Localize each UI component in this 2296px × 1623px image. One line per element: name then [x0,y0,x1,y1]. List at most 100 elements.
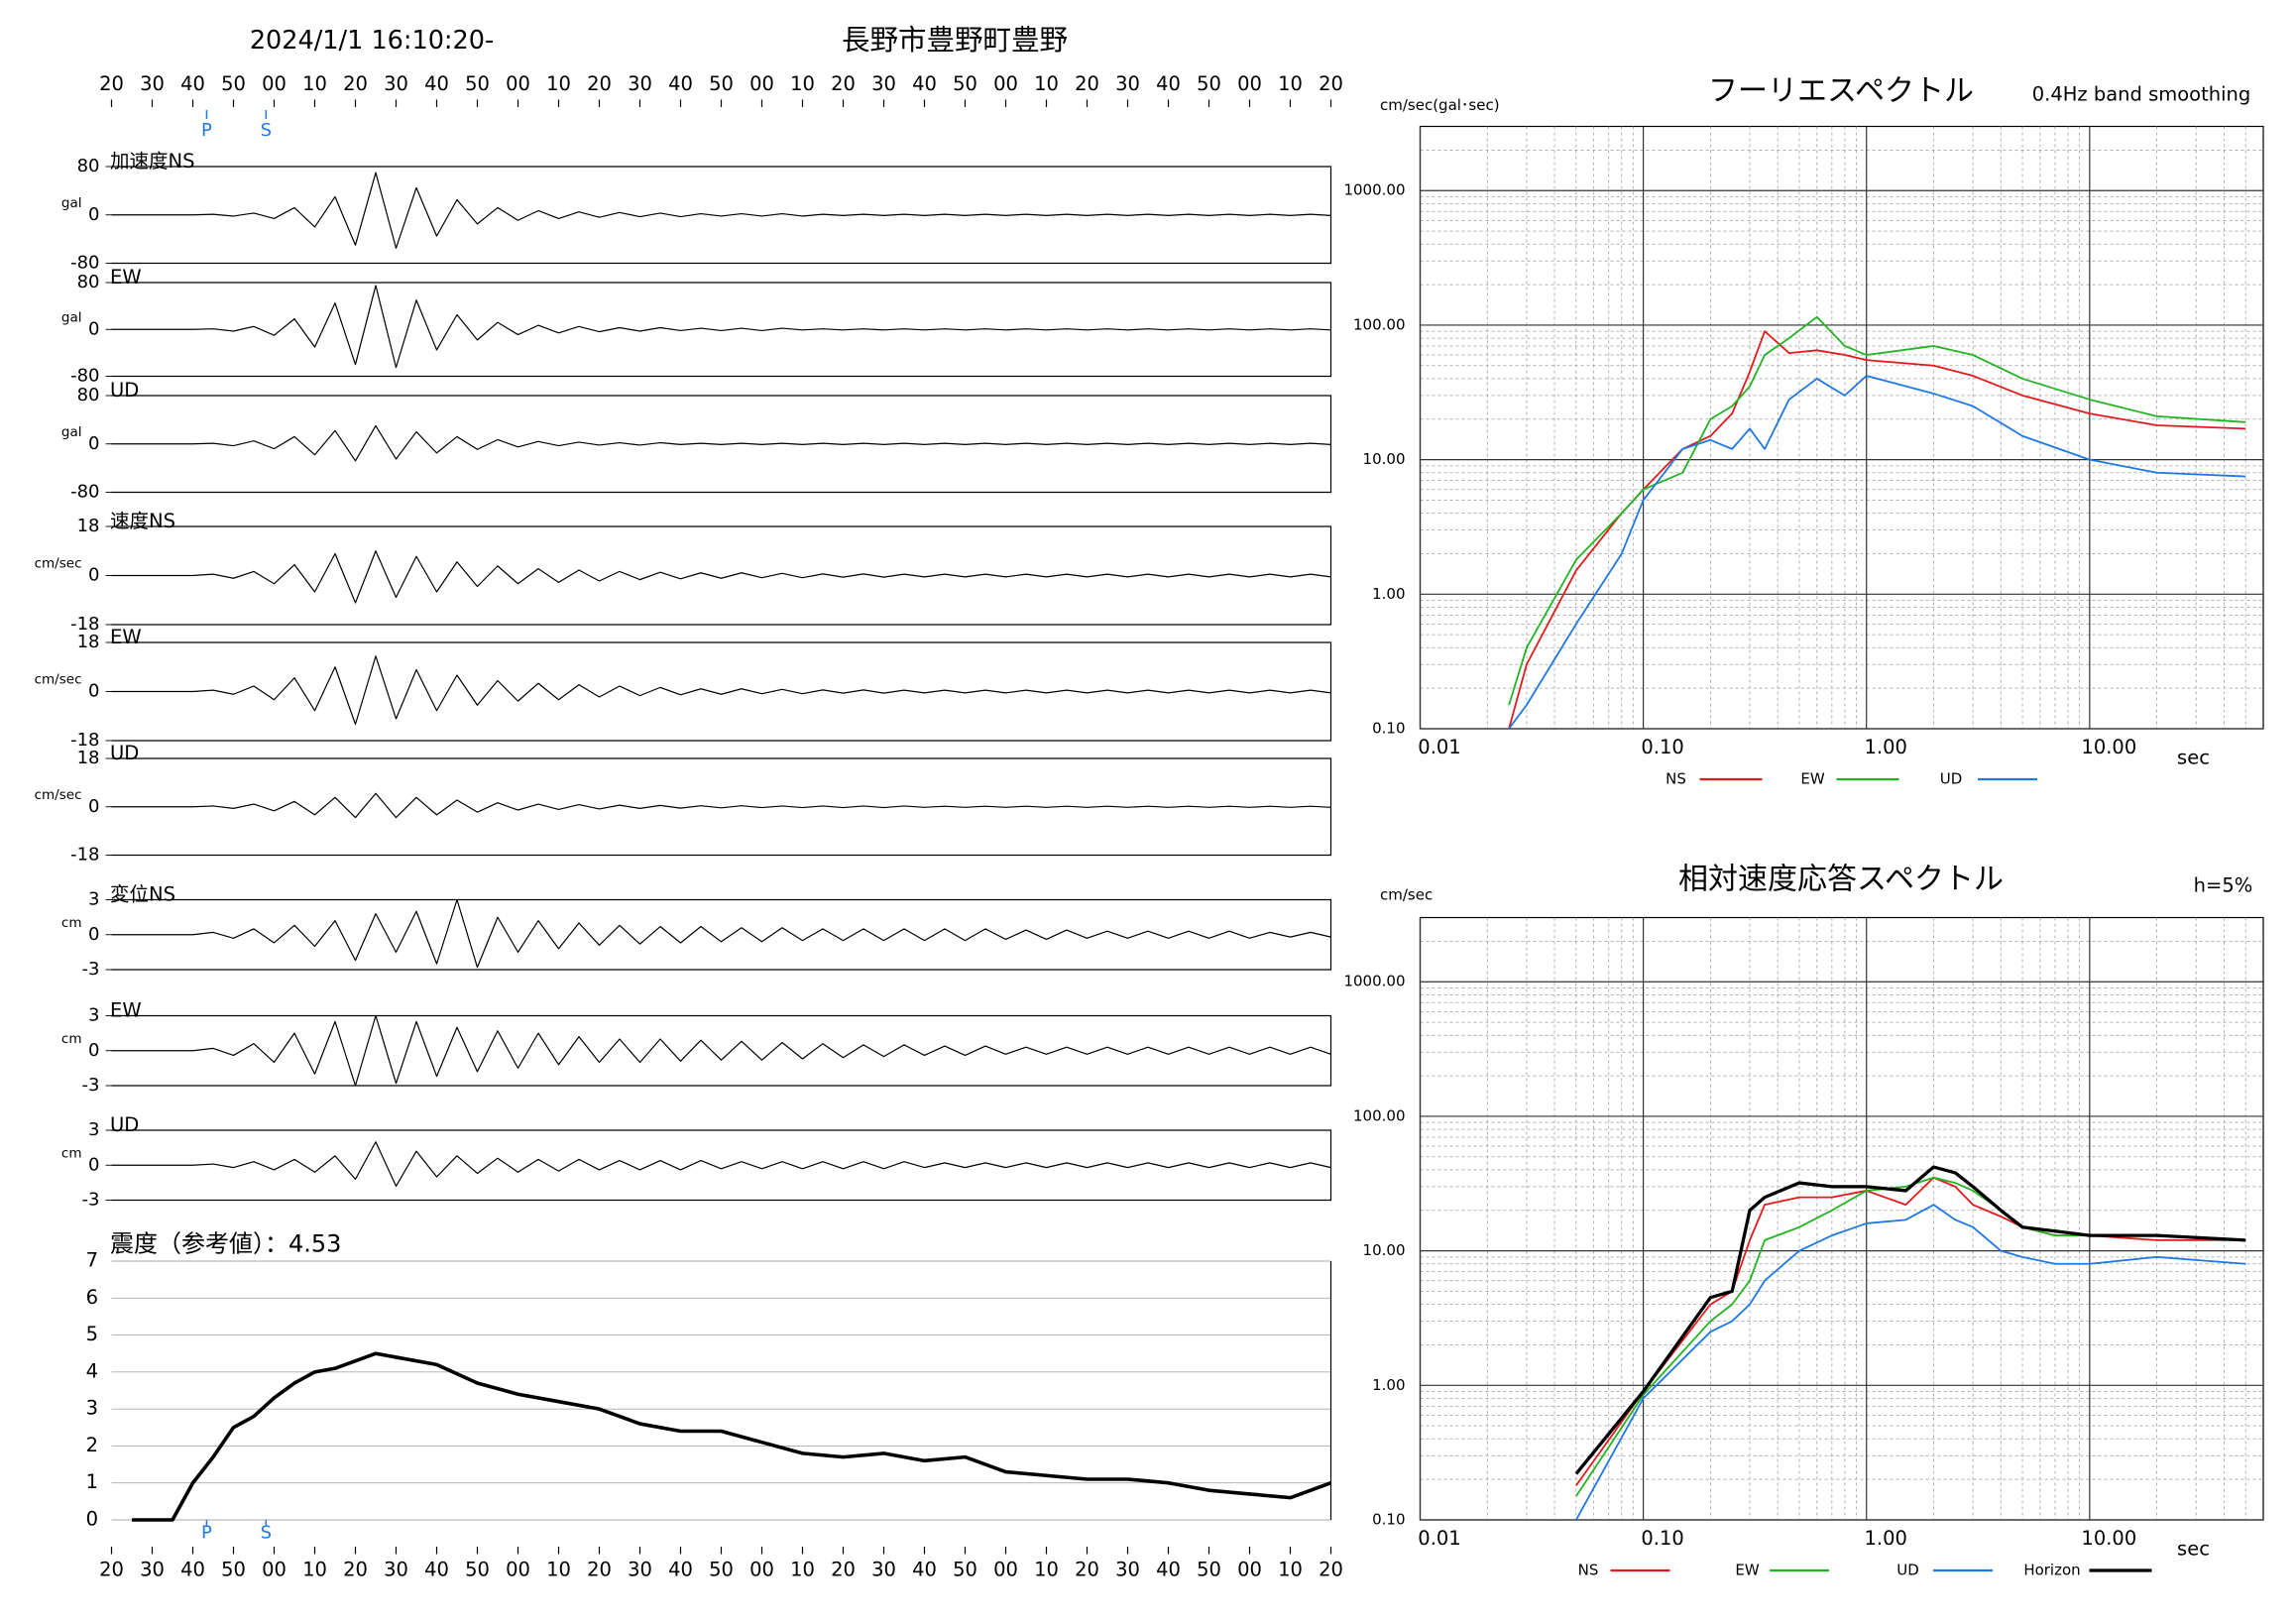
y-tick-label: -3 [82,1075,100,1096]
x-tick-label: 0.10 [1641,736,1683,758]
x-tick-label: 50 [709,72,734,95]
y-tick-label: 6 [86,1286,98,1309]
panel-label: 速度NS [110,510,175,532]
phase-label: S [261,1523,272,1544]
x-tick-label: 40 [1156,1559,1181,1581]
y-axis-label: cm/sec [1380,886,1433,904]
x-tick-label: 10 [302,72,327,95]
y-tick-label: 7 [86,1249,98,1272]
legend-label: Horizon [2023,1562,2080,1579]
y-tick-label: 80 [77,156,100,176]
x-tick-label: 00 [1237,72,1262,95]
y-tick-label: 0 [88,565,99,586]
spectrum-line [1508,315,2246,706]
x-tick-label: 50 [1197,72,1221,95]
x-tick-label: 30 [384,1559,408,1581]
y-tick-label: 4 [86,1359,98,1382]
x-tick-label: 1.00 [1865,1527,1907,1550]
x-tick-label: 50 [221,72,246,95]
x-axis-label: sec [2177,747,2210,769]
x-tick-label: 10.00 [2081,736,2136,758]
panel-label: EW [110,999,142,1022]
x-tick-label: 50 [953,1559,977,1581]
plot-area [1419,125,2264,730]
x-tick-label: 00 [993,72,1018,95]
x-tick-label: 20 [831,72,856,95]
waveform [111,655,1331,726]
y-tick-label: 1000.00 [1343,973,1405,990]
intensity-title: 震度（参考値）：4.53 [110,1230,341,1258]
x-tick-label: 10 [1034,1559,1059,1581]
x-tick-label: 10 [546,1559,571,1581]
spectrum-line [1575,1176,2246,1497]
y-tick-label: -80 [70,253,99,274]
y-tick-label: 0.10 [1372,1511,1405,1529]
y-axis-label: cm/sec(gal･sec) [1380,96,1500,114]
title: 長野市豊野町豊野 [842,24,1068,57]
x-tick-label: 40 [668,72,693,95]
x-tick-label: 20 [587,72,612,95]
x-tick-label: 00 [506,1559,530,1581]
y-tick-label: 100.00 [1353,1106,1406,1124]
y-tick-label: -18 [70,614,99,635]
y-tick-label: 1 [86,1470,98,1493]
legend-label: NS [1578,1562,1599,1579]
y-tick-label: 18 [77,748,100,768]
x-tick-label: 30 [384,72,408,95]
unit-label: cm/sec [35,787,82,803]
x-tick-label: 30 [140,72,165,95]
panel-frame [111,395,1332,494]
unit-label: cm/sec [35,556,82,572]
panel-label: EW [110,626,142,648]
y-tick-label: 1.00 [1372,1376,1405,1394]
phase-label: P [201,120,212,141]
x-tick-label: 50 [465,72,490,95]
x-tick-label: 00 [1237,1559,1262,1581]
phase-label: S [261,120,272,141]
waveform [111,285,1331,369]
x-tick-label: 50 [709,1559,734,1581]
legend-label: EW [1800,770,1824,788]
unit-label: gal [61,424,82,440]
waveform [111,1141,1331,1187]
panel-frame [111,166,1332,265]
y-tick-label: -3 [82,959,100,980]
x-tick-label: 40 [668,1559,693,1581]
x-tick-label: 30 [628,72,652,95]
waveform [111,1014,1331,1087]
x-tick-label: 0.01 [1418,1527,1460,1550]
waveform [111,550,1331,604]
y-tick-label: 0 [86,1508,98,1531]
y-tick-label: 3 [88,1005,99,1026]
y-tick-label: 80 [77,272,100,292]
x-tick-label: 0.01 [1418,736,1460,758]
y-tick-label: 5 [86,1323,98,1345]
unit-label: gal [61,309,82,325]
x-tick-label: 30 [1115,72,1140,95]
y-tick-label: 3 [88,889,99,910]
panel-label: UD [110,379,139,402]
x-tick-label: 00 [506,72,530,95]
x-tick-label: 20 [343,72,368,95]
x-tick-label: 20 [587,1559,612,1581]
panel-label: EW [110,266,142,289]
x-tick-label: 20 [1319,1559,1343,1581]
y-tick-label: 3 [86,1397,98,1420]
x-tick-label: 10 [1034,72,1059,95]
panel-frame [111,1129,1332,1202]
x-tick-label: 40 [912,1559,937,1581]
x-tick-label: 20 [831,1559,856,1581]
x-tick-label: 30 [140,1559,165,1581]
x-tick-label: 30 [1115,1559,1140,1581]
y-tick-label: -80 [70,366,99,387]
y-tick-label: 0 [88,204,99,225]
x-tick-label: 30 [871,72,896,95]
waveform [111,792,1331,819]
y-tick-label: 10.00 [1363,450,1406,468]
spectrum-line [1575,1204,2246,1520]
x-tick-label: 00 [749,72,774,95]
x-tick-label: 30 [628,1559,652,1581]
panel-frame [111,641,1332,742]
x-tick-label: 00 [993,1559,1018,1581]
